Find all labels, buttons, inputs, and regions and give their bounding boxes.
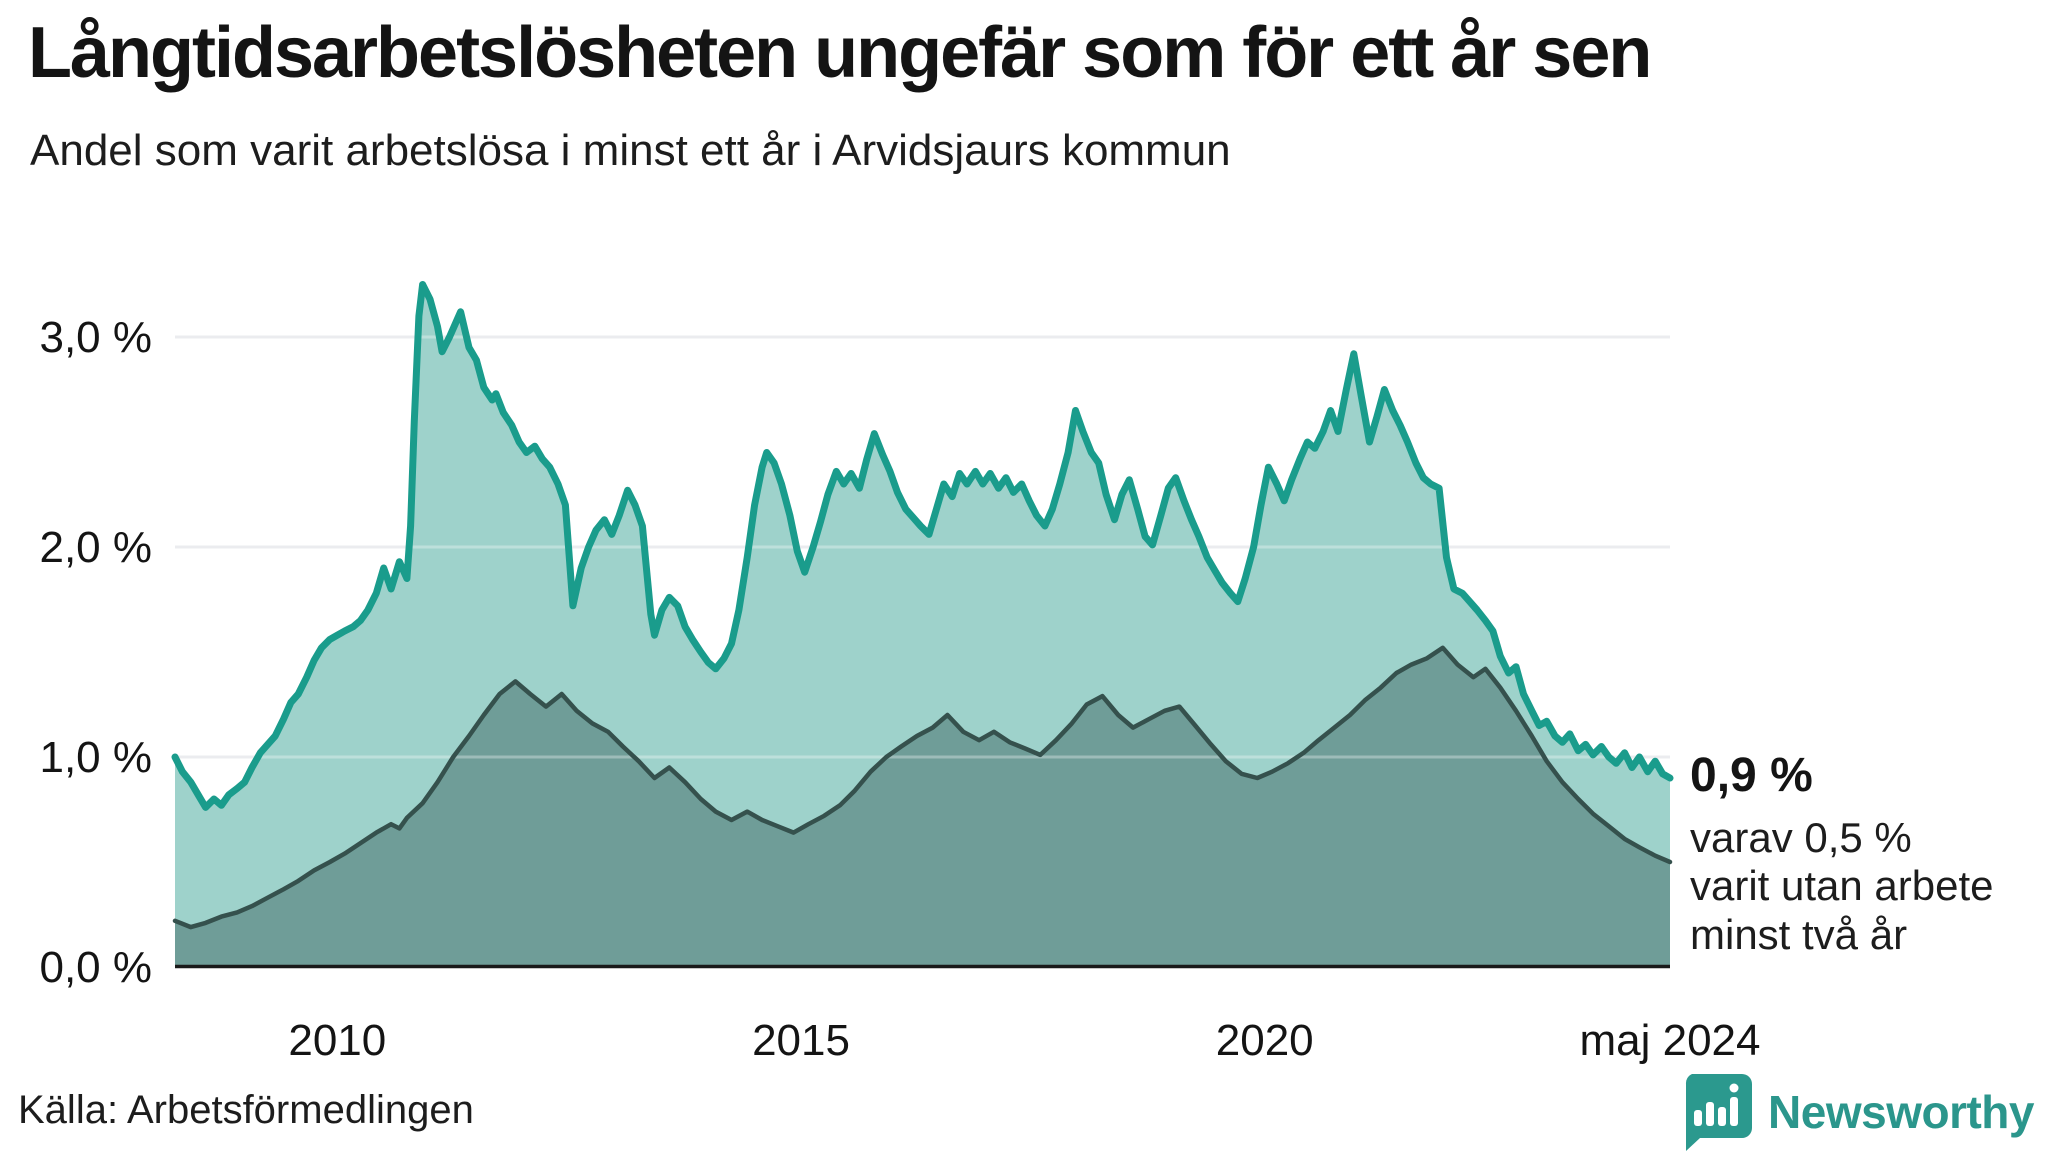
logo-bar-icon <box>1694 1110 1703 1126</box>
y-tick-label: 2,0 % <box>39 523 152 572</box>
logo-wordmark: Newsworthy <box>1768 1086 2034 1138</box>
x-axis-tick-labels: 2010 2015 2020 maj 2024 <box>288 1016 1760 1065</box>
annotation-line: varav 0,5 % <box>1690 813 1912 861</box>
annotation-line: minst två år <box>1690 911 1908 959</box>
page-title: Långtidsarbetslösheten ungefär som för e… <box>28 13 1652 93</box>
logo-exclamation-bar-icon <box>1730 1097 1739 1126</box>
source-credit: Källa: Arbetsförmedlingen <box>18 1088 474 1132</box>
y-tick-label: 0,0 % <box>39 943 152 992</box>
x-tick-label: 2020 <box>1216 1016 1314 1065</box>
y-tick-label: 1,0 % <box>39 733 152 782</box>
end-value-label: 0,9 % <box>1690 749 1813 802</box>
logo-bar-icon <box>1706 1102 1715 1126</box>
y-axis-tick-labels: 0,0 % 1,0 % 2,0 % 3,0 % <box>39 313 152 992</box>
logo-bar-icon <box>1718 1107 1727 1126</box>
x-tick-label: maj 2024 <box>1579 1016 1760 1065</box>
end-value-annotation: 0,9 % varav 0,5 % varit utan arbete mins… <box>1690 748 2040 960</box>
gridlines-overlay <box>175 335 1670 759</box>
x-tick-label: 2015 <box>752 1016 850 1065</box>
logo-exclamation-dot-icon <box>1729 1083 1739 1093</box>
y-tick-label: 3,0 % <box>39 313 152 362</box>
series-one-year-line <box>171 281 1674 811</box>
series-two-year-line <box>172 645 1673 930</box>
series-two-year-area <box>175 647 1670 967</box>
annotation-line: varit utan arbete <box>1690 862 1994 910</box>
page-subtitle: Andel som varit arbetslösa i minst ett å… <box>30 126 1231 175</box>
x-tick-label: 2010 <box>288 1016 386 1065</box>
newsworthy-bubble-icon <box>1686 1074 1753 1151</box>
newsworthy-logo: Newsworthy <box>1680 1072 2034 1152</box>
